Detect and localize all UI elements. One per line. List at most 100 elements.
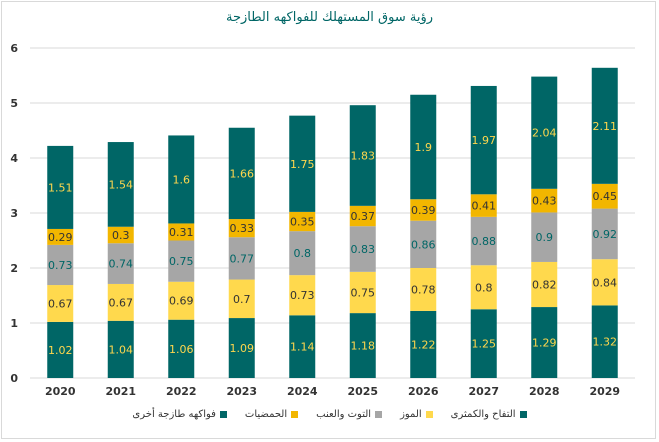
bar-segment	[591, 208, 618, 260]
data-label: 1.18	[351, 340, 376, 353]
bar-segment	[168, 135, 195, 224]
legend-item: الحمضيات	[244, 409, 299, 420]
data-label: 0.45	[593, 190, 618, 203]
data-label: 1.04	[109, 343, 134, 356]
bar-segment	[531, 76, 558, 189]
legend-swatch	[219, 411, 227, 418]
data-label: 0.75	[351, 286, 376, 299]
data-label: 0.67	[109, 296, 134, 309]
bar-segment	[47, 145, 74, 229]
data-label: 1.14	[290, 341, 315, 354]
data-label: 1.6	[173, 173, 191, 186]
data-label: 0.41	[472, 200, 497, 213]
bar-segment	[289, 315, 316, 378]
bar-segment	[470, 194, 497, 217]
data-label: 0.43	[532, 195, 557, 208]
bar-segment	[470, 216, 497, 266]
y-tick-label: 5	[10, 97, 18, 110]
bar-segment	[410, 94, 437, 200]
bar-segment	[168, 223, 195, 241]
data-label: 0.73	[48, 259, 73, 272]
bar-segment	[289, 275, 316, 316]
legend-label: الحمضيات	[244, 409, 288, 420]
data-label: 0.8	[475, 281, 493, 294]
data-label: 1.66	[230, 167, 255, 180]
data-label: 1.06	[169, 343, 194, 356]
x-tick-label: 2026	[408, 385, 439, 398]
bar-segment	[470, 85, 497, 195]
data-label: 0.88	[472, 235, 497, 248]
x-tick-label: 2025	[347, 385, 378, 398]
legend-label: التفاح والكمثرى	[450, 409, 516, 420]
bar-segment	[531, 188, 558, 213]
data-label: 2.04	[532, 127, 557, 140]
legend-label: التوت والعنب	[316, 409, 372, 420]
data-label: 0.73	[290, 289, 315, 302]
legend-item: التوت والعنب	[316, 409, 383, 420]
bar-segment	[591, 305, 618, 378]
bar-segment	[349, 226, 376, 272]
bar-segment	[107, 243, 134, 284]
y-tick-label: 1	[10, 317, 18, 330]
bar-segment	[228, 127, 255, 220]
bar-segment	[591, 67, 618, 184]
bar-segment	[470, 265, 497, 310]
chart-legend: التفاح والكمثرى الموز التوت والعنب الحمضيات…	[0, 409, 659, 420]
bar-segment	[228, 318, 255, 378]
bar-segment	[410, 268, 437, 311]
data-label: 1.29	[532, 337, 557, 350]
bar-segment	[349, 205, 376, 227]
legend-swatch	[519, 411, 527, 418]
data-label: 0.3	[112, 229, 130, 242]
bar-segment	[168, 281, 195, 320]
bar-segment	[349, 105, 376, 206]
legend-item: الموز	[400, 409, 433, 420]
bar-segment	[228, 237, 255, 280]
data-label: 0.31	[169, 226, 194, 239]
data-label: 1.83	[351, 150, 376, 163]
x-tick-label: 2020	[45, 385, 76, 398]
data-label: 1.32	[593, 336, 618, 349]
bar-segment	[168, 240, 195, 282]
data-label: 0.35	[290, 216, 315, 229]
bar-segment	[107, 226, 134, 244]
y-tick-label: 3	[10, 207, 18, 220]
data-label: 1.54	[109, 178, 134, 191]
data-label: 0.29	[48, 231, 73, 244]
bar-segment	[47, 228, 74, 245]
bar-segment	[168, 319, 195, 378]
bar-segment	[47, 321, 74, 378]
data-label: 0.78	[411, 283, 436, 296]
data-label: 0.86	[411, 238, 436, 251]
x-tick-label: 2022	[166, 385, 197, 398]
bar-segment	[410, 220, 437, 268]
data-label: 0.77	[230, 252, 255, 265]
bar-segment	[591, 259, 618, 306]
data-label: 1.97	[472, 134, 497, 147]
data-label: 0.8	[294, 247, 312, 260]
bar-segment	[289, 231, 316, 276]
legend-swatch	[375, 411, 383, 418]
bar-segment	[107, 283, 134, 321]
legend-swatch	[291, 411, 299, 418]
data-label: 1.09	[230, 342, 255, 355]
bar-segment	[107, 320, 134, 378]
data-label: 1.51	[48, 181, 73, 194]
bar-segment	[47, 285, 74, 322]
bar-segment	[107, 142, 134, 227]
bar-segment	[531, 212, 558, 262]
data-label: 0.37	[351, 210, 376, 223]
bar-segment	[531, 307, 558, 378]
data-label: 1.25	[472, 338, 497, 351]
bar-segment	[349, 271, 376, 314]
data-label: 2.11	[593, 120, 618, 133]
x-tick-label: 2024	[287, 385, 318, 398]
bar-segment	[470, 309, 497, 378]
x-tick-label: 2027	[468, 385, 499, 398]
data-label: 0.69	[169, 295, 194, 308]
y-tick-label: 0	[10, 372, 18, 385]
y-tick-label: 2	[10, 262, 18, 275]
legend-item: التفاح والكمثرى	[451, 409, 527, 420]
legend-label: الموز	[400, 409, 422, 420]
